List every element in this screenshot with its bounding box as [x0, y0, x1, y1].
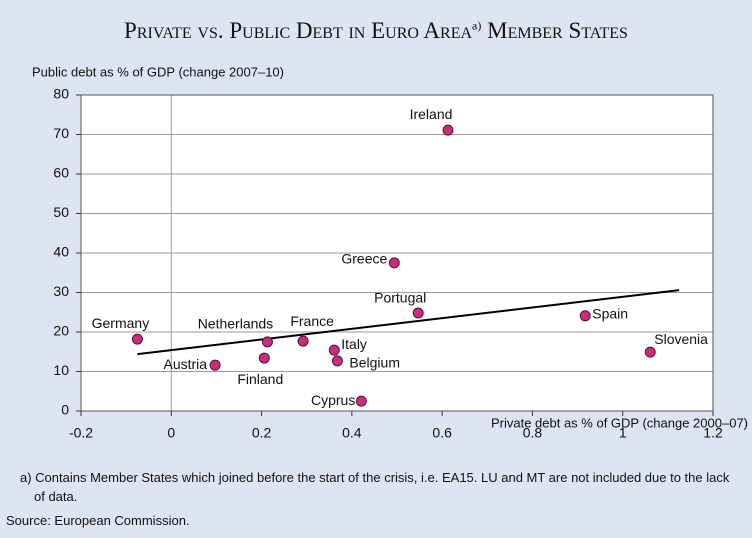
point: [297, 335, 309, 347]
point: [131, 333, 143, 345]
point-label: Austria: [163, 356, 207, 372]
y-tick-label: 10: [53, 362, 69, 378]
y-tick-label: 70: [53, 125, 69, 141]
point-label: Finland: [237, 371, 283, 387]
point: [331, 355, 343, 367]
point: [388, 257, 400, 269]
trend-line: [137, 289, 680, 356]
y-tick-label: 50: [53, 204, 69, 220]
x-tick-label: 0.8: [523, 425, 543, 441]
point-label: Greece: [341, 251, 387, 267]
plot-border: [80, 94, 714, 412]
title-text: Private vs. Public Debt in Euro Area: [124, 18, 473, 43]
point: [258, 352, 270, 364]
x-tick-label: 0.2: [252, 425, 272, 441]
x-tick-label: 1: [619, 425, 627, 441]
point-label: Belgium: [349, 355, 400, 371]
y-tick-label: 20: [53, 323, 69, 339]
point: [442, 124, 454, 136]
footnote: a) Contains Member States which joined b…: [20, 470, 730, 504]
y-axis-title: Public debt as % of GDP (change 2007–10): [32, 64, 284, 79]
x-tick-label: 0: [167, 425, 175, 441]
y-tick-label: 60: [53, 165, 69, 181]
y-tick-label: 80: [53, 86, 69, 102]
x-tick-label: -0.2: [69, 425, 93, 441]
point: [328, 344, 340, 356]
point: [355, 395, 367, 407]
point-label: Germany: [92, 315, 150, 331]
x-tick-label: 0.4: [342, 425, 362, 441]
x-axis-title: Private debt as % of GDP (change 2000–07…: [491, 415, 748, 430]
chart-title: Private vs. Public Debt in Euro Areaa) M…: [0, 18, 752, 44]
point: [261, 336, 273, 348]
point: [644, 346, 656, 358]
point: [209, 359, 221, 371]
point-label: Italy: [341, 336, 367, 352]
point: [412, 307, 424, 319]
point-label: Ireland: [410, 106, 453, 122]
y-tick-label: 40: [53, 244, 69, 260]
point-label: Cyprus: [311, 392, 355, 408]
point-label: Spain: [592, 306, 628, 322]
x-tick-label: 0.6: [432, 425, 452, 441]
source: Source: European Commission.: [6, 513, 190, 528]
point-label: Portugal: [374, 290, 426, 306]
x-tick-label: 1.2: [703, 425, 723, 441]
title-text: Member States: [487, 18, 628, 43]
y-tick-label: 0: [61, 402, 69, 418]
point: [579, 310, 591, 322]
point-label: France: [290, 313, 334, 329]
point-label: Netherlands: [198, 316, 274, 332]
point-label: Slovenia: [654, 331, 708, 347]
y-tick-label: 30: [53, 283, 69, 299]
title-note: a): [472, 18, 482, 33]
